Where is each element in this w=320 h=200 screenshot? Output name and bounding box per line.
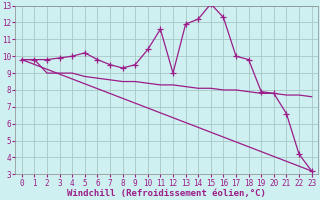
X-axis label: Windchill (Refroidissement éolien,°C): Windchill (Refroidissement éolien,°C) — [67, 189, 266, 198]
